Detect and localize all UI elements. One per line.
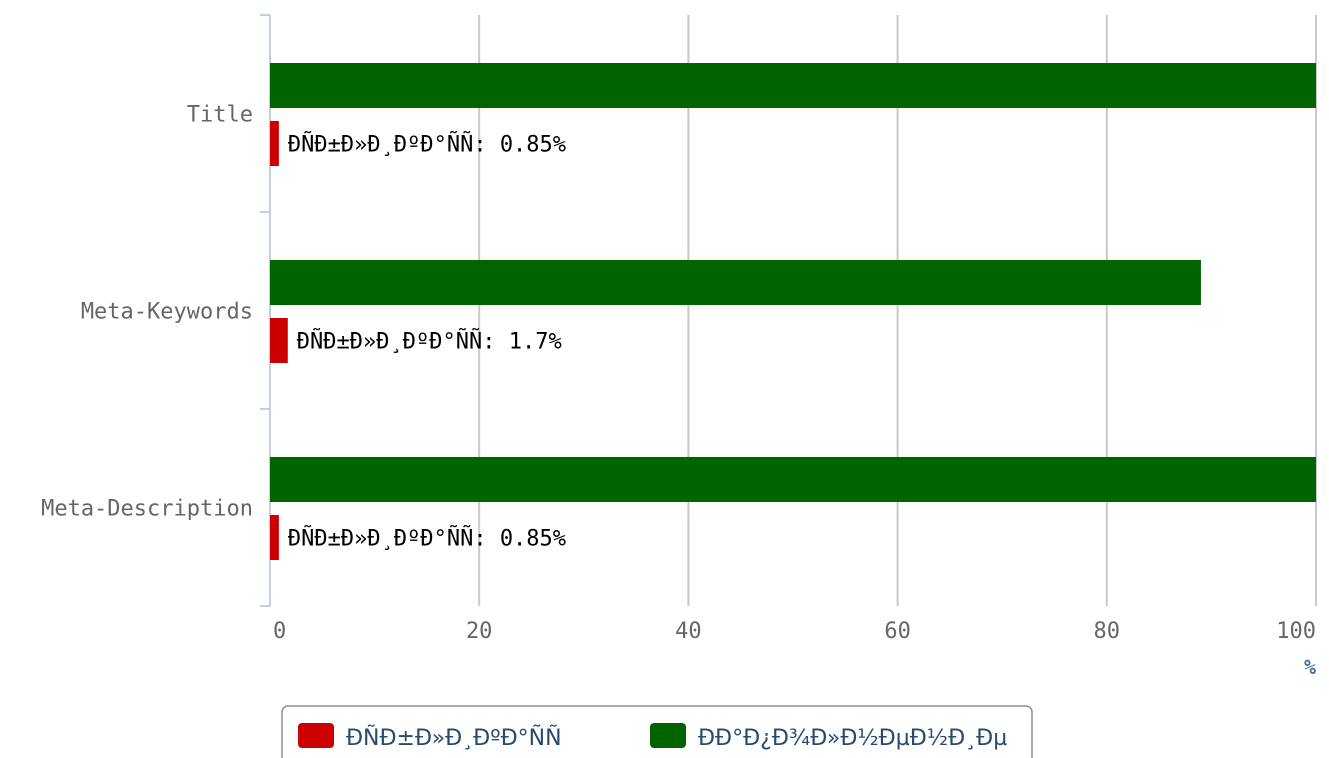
data-labels: ÐÑÐ±Ð»Ð¸ÐºÐ°ÑÑ: 0.85% ÐÑÐ±Ð»Ð¸ÐºÐ°ÑÑ: 1.7… <box>288 131 566 552</box>
legend-swatch[interactable] <box>650 723 686 748</box>
category-labels: Title Meta-Keywords Meta-Description <box>41 103 253 522</box>
legend-swatch[interactable] <box>298 723 334 748</box>
bar-fill-series <box>270 63 1316 108</box>
data-label: ÐÑÐ±Ð»Ð¸ÐºÐ°ÑÑ: 1.7% <box>297 328 562 355</box>
bar-fill-series <box>270 260 1201 305</box>
legend: ÐÑÐ±Ð»Ð¸ÐºÐ°ÑÑ ÐÐ°Ð¿Ð¾Ð»Ð½ÐµÐ½Ð¸Ðµ <box>281 705 1033 758</box>
bar-fill-series <box>270 457 1316 502</box>
x-axis-unit-label: % <box>1304 655 1316 679</box>
legend-label[interactable]: ÐÑÐ±Ð»Ð¸ÐºÐ°ÑÑ <box>346 724 562 751</box>
data-label: ÐÑÐ±Ð»Ð¸ÐºÐ°ÑÑ: 0.85% <box>288 131 566 158</box>
x-tick-label: 60 <box>884 619 911 644</box>
category-label: Meta-Keywords <box>81 300 253 325</box>
x-tick-labels: 0 20 40 60 80 100 <box>273 619 1316 644</box>
category-axis <box>260 14 271 607</box>
bar-publication-series <box>270 515 279 560</box>
bar-publication-series <box>270 318 288 363</box>
category-label: Title <box>187 103 253 128</box>
x-tick-label: 80 <box>1094 619 1121 644</box>
x-tick-label: 100 <box>1276 619 1316 644</box>
gridlines <box>478 15 1317 606</box>
bar-publication-series <box>270 121 279 166</box>
bars <box>270 63 1316 560</box>
x-tick-label: 20 <box>466 619 493 644</box>
legend-label[interactable]: ÐÐ°Ð¿Ð¾Ð»Ð½ÐµÐ½Ð¸Ðµ <box>698 726 1007 751</box>
category-label: Meta-Description <box>41 497 253 522</box>
data-label: ÐÑÐ±Ð»Ð¸ÐºÐ°ÑÑ: 0.85% <box>288 525 566 552</box>
x-tick-label: 0 <box>273 619 286 644</box>
x-tick-label: 40 <box>675 619 702 644</box>
